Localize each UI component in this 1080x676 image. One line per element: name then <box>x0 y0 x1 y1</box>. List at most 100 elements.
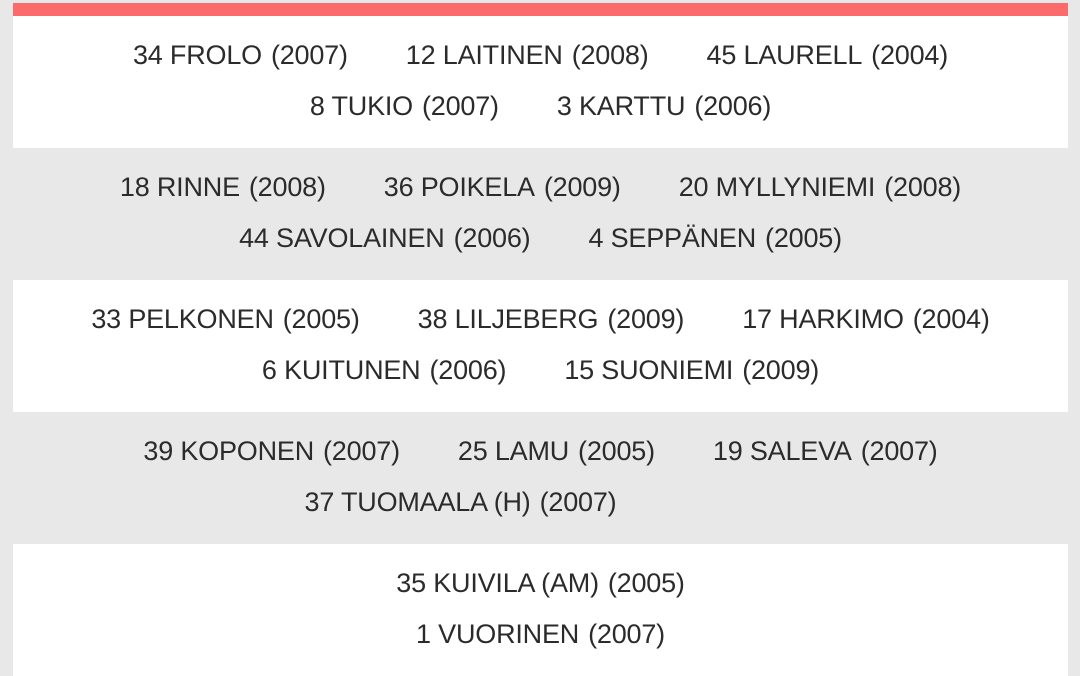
player-entry[interactable]: 8 TUKIO (2007) <box>310 81 499 132</box>
player-number: 15 <box>564 355 594 385</box>
player-number: 37 <box>304 487 335 517</box>
player-name: SEPPÄNEN <box>610 223 757 253</box>
player-name: LAMU <box>494 436 570 466</box>
player-entry[interactable]: 20 MYLLYNIEMI (2008) <box>678 162 962 213</box>
player-birth-year: (2005) <box>282 304 360 334</box>
player-name: LILJEBERG <box>454 304 599 334</box>
player-birth-year: (2007) <box>323 436 400 466</box>
player-name: SUONIEMI <box>601 355 734 385</box>
player-birth-year: (2004) <box>912 304 990 334</box>
player-name: TUOMAALA (H) <box>340 487 531 517</box>
player-entry[interactable]: 15 SUONIEMI (2009) <box>564 345 819 396</box>
player-birth-year: (2009) <box>742 355 820 385</box>
player-name: LAITINEN <box>442 40 563 70</box>
player-birth-year: (2008) <box>248 172 326 202</box>
player-number: 39 <box>143 436 174 466</box>
player-birth-year: (2007) <box>860 436 938 466</box>
player-number: 18 <box>119 172 150 202</box>
player-entry[interactable]: 6 KUITUNEN (2006) <box>261 345 507 396</box>
player-line: 37 TUOMAALA (H) (2007) <box>0 477 988 528</box>
player-birth-year: (2006) <box>694 91 772 121</box>
line-unit: 35 KUIVILA (AM) (2005) 1 VUORINEN (2007) <box>13 544 1068 676</box>
player-name: SALEVA <box>749 436 852 466</box>
player-line: 1 VUORINEN (2007) <box>13 609 1068 660</box>
player-birth-year: (2004) <box>871 40 949 70</box>
player-entry[interactable]: 37 TUOMAALA (H) (2007) <box>305 477 617 528</box>
player-entry[interactable]: 19 SALEVA (2007) <box>713 426 938 477</box>
player-entry[interactable]: 44 SAVOLAINEN (2006) <box>239 213 531 264</box>
player-birth-year: (2005) <box>578 436 655 466</box>
player-number: 35 <box>396 568 426 598</box>
player-entry[interactable]: 12 LAITINEN (2008) <box>406 30 649 81</box>
player-birth-year: (2009) <box>543 172 621 202</box>
player-number: 44 <box>239 223 269 253</box>
player-number: 4 <box>588 223 604 253</box>
player-name: SAVOLAINEN <box>276 223 445 253</box>
player-number: 1 <box>416 619 431 649</box>
accent-bar <box>13 3 1068 16</box>
player-birth-year: (2007) <box>588 619 665 649</box>
player-name: MYLLYNIEMI <box>715 172 876 202</box>
player-name: KARTTU <box>579 91 686 121</box>
player-entry[interactable]: 4 SEPPÄNEN (2005) <box>588 213 842 264</box>
player-number: 33 <box>91 304 121 334</box>
player-line: 39 KOPONEN (2007) 25 LAMU (2005) 19 SALEVA (2… <box>13 426 1068 477</box>
player-number: 25 <box>457 436 488 466</box>
player-birth-year: (2007) <box>422 91 499 121</box>
player-name: POIKELA <box>420 172 535 202</box>
player-entry[interactable]: 18 RINNE (2008) <box>120 162 326 213</box>
player-name: KUIVILA (AM) <box>433 568 599 598</box>
player-name: VUORINEN <box>438 619 580 649</box>
player-entry[interactable]: 39 KOPONEN (2007) <box>143 426 400 477</box>
lines-container: 34 FROLO (2007) 12 LAITINEN (2008) 45 LAUREL… <box>13 16 1068 676</box>
line-unit: 33 PELKONEN (2005) 38 LILJEBERG (2009) 17 HA… <box>13 280 1068 412</box>
player-line: 34 FROLO (2007) 12 LAITINEN (2008) 45 LAUREL… <box>13 30 1068 81</box>
player-number: 45 <box>706 40 737 70</box>
player-line: 35 KUIVILA (AM) (2005) <box>13 558 1068 609</box>
player-entry[interactable]: 38 LILJEBERG (2009) <box>418 294 685 345</box>
player-number: 38 <box>417 304 448 334</box>
player-line: 44 SAVOLAINEN (2006) 4 SEPPÄNEN (2005) <box>13 213 1068 264</box>
player-line: 33 PELKONEN (2005) 38 LILJEBERG (2009) 17 HA… <box>13 294 1068 345</box>
line-unit: 39 KOPONEN (2007) 25 LAMU (2005) 19 SALEVA (2… <box>13 412 1068 544</box>
player-entry[interactable]: 35 KUIVILA (AM) (2005) <box>396 558 685 609</box>
player-birth-year: (2007) <box>539 487 617 517</box>
player-birth-year: (2005) <box>607 568 685 598</box>
player-entry[interactable]: 36 POIKELA (2009) <box>384 162 621 213</box>
player-name: HARKIMO <box>779 304 904 334</box>
player-number: 36 <box>383 172 414 202</box>
player-name: FROLO <box>169 40 262 70</box>
player-line: 8 TUKIO (2007) 3 KARTTU (2006) <box>13 81 1068 132</box>
player-birth-year: (2008) <box>571 40 649 70</box>
player-birth-year: (2005) <box>765 223 842 253</box>
roster-panel: 34 FROLO (2007) 12 LAITINEN (2008) 45 LAUREL… <box>13 3 1068 676</box>
player-line: 18 RINNE (2008) 36 POIKELA (2009) 20 MYLLYNI… <box>13 162 1068 213</box>
player-entry[interactable]: 25 LAMU (2005) <box>458 426 655 477</box>
player-name: TUKIO <box>331 91 413 121</box>
player-number: 34 <box>132 40 163 70</box>
player-birth-year: (2007) <box>270 40 348 70</box>
line-unit: 34 FROLO (2007) 12 LAITINEN (2008) 45 LAUREL… <box>13 16 1068 148</box>
player-number: 6 <box>261 355 277 385</box>
player-entry[interactable]: 45 LAURELL (2004) <box>706 30 949 81</box>
player-name: RINNE <box>156 172 240 202</box>
player-number: 8 <box>309 91 325 121</box>
player-entry[interactable]: 17 HARKIMO (2004) <box>742 294 990 345</box>
player-birth-year: (2006) <box>453 223 531 253</box>
player-birth-year: (2006) <box>429 355 507 385</box>
player-number: 19 <box>712 436 743 466</box>
player-name: LAURELL <box>743 40 863 70</box>
player-number: 12 <box>405 40 436 70</box>
player-name: KUITUNEN <box>284 355 421 385</box>
player-entry[interactable]: 1 VUORINEN (2007) <box>416 609 665 660</box>
player-name: PELKONEN <box>128 304 274 334</box>
line-unit: 18 RINNE (2008) 36 POIKELA (2009) 20 MYLLYNI… <box>13 148 1068 280</box>
player-entry[interactable]: 33 PELKONEN (2005) <box>91 294 359 345</box>
player-birth-year: (2009) <box>607 304 685 334</box>
player-entry[interactable]: 3 KARTTU (2006) <box>556 81 772 132</box>
player-entry[interactable]: 34 FROLO (2007) <box>133 30 348 81</box>
player-number: 17 <box>742 304 772 334</box>
player-number: 20 <box>678 172 709 202</box>
player-number: 3 <box>556 91 572 121</box>
player-birth-year: (2008) <box>884 172 962 202</box>
